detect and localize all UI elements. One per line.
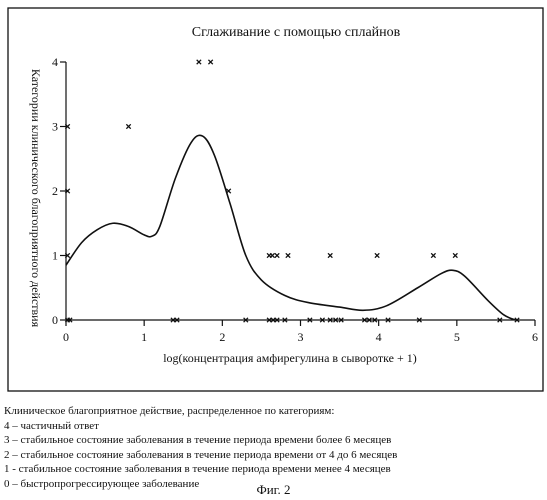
x-axis-ticks: 0 1 2 3 4 5 6: [63, 320, 538, 344]
legend-item-3: 3 – стабильное состояние заболевания в т…: [4, 433, 544, 448]
legend-item-4: 4 – частичный ответ: [4, 419, 544, 434]
data-point: [275, 253, 279, 257]
y-tick-label: 0: [52, 313, 58, 327]
data-point: [286, 253, 290, 257]
y-tick-label: 1: [52, 249, 58, 263]
data-point: [453, 253, 457, 257]
y-tick-label: 4: [52, 55, 58, 69]
data-point: [208, 60, 212, 64]
x-tick-label: 6: [532, 330, 538, 344]
data-point: [126, 124, 130, 128]
legend-item-2: 2 – стабильное состояние заболевания в т…: [4, 448, 544, 463]
x-tick-label: 5: [454, 330, 460, 344]
data-point: [270, 253, 274, 257]
data-point: [375, 253, 379, 257]
spline-curve: [66, 135, 515, 320]
y-axis-ticks: 0 1 2 3 4: [52, 55, 66, 327]
legend-heading: Клиническое благоприятное действие, расп…: [4, 404, 544, 419]
data-point: [431, 253, 435, 257]
data-point: [328, 253, 332, 257]
y-tick-label: 3: [52, 120, 58, 134]
x-tick-label: 2: [219, 330, 225, 344]
figure-caption: Фиг. 2: [0, 482, 547, 498]
chart-title: Сглаживание с помощью сплайнов: [192, 25, 401, 40]
data-points: [65, 60, 519, 322]
legend-item-1: 1 - стабильное состояние заболевания в т…: [4, 462, 544, 477]
x-tick-label: 0: [63, 330, 69, 344]
y-tick-label: 2: [52, 184, 58, 198]
category-legend: Клиническое благоприятное действие, расп…: [4, 404, 544, 492]
plot-frame: [8, 8, 543, 391]
x-tick-label: 1: [141, 330, 147, 344]
y-axis-label: Категории клинического благоприятного де…: [29, 69, 43, 328]
data-point: [197, 60, 201, 64]
x-tick-label: 4: [376, 330, 382, 344]
x-tick-label: 3: [298, 330, 304, 344]
x-axis-label: log(концентрация амфирегулина в сыворотк…: [163, 351, 417, 365]
